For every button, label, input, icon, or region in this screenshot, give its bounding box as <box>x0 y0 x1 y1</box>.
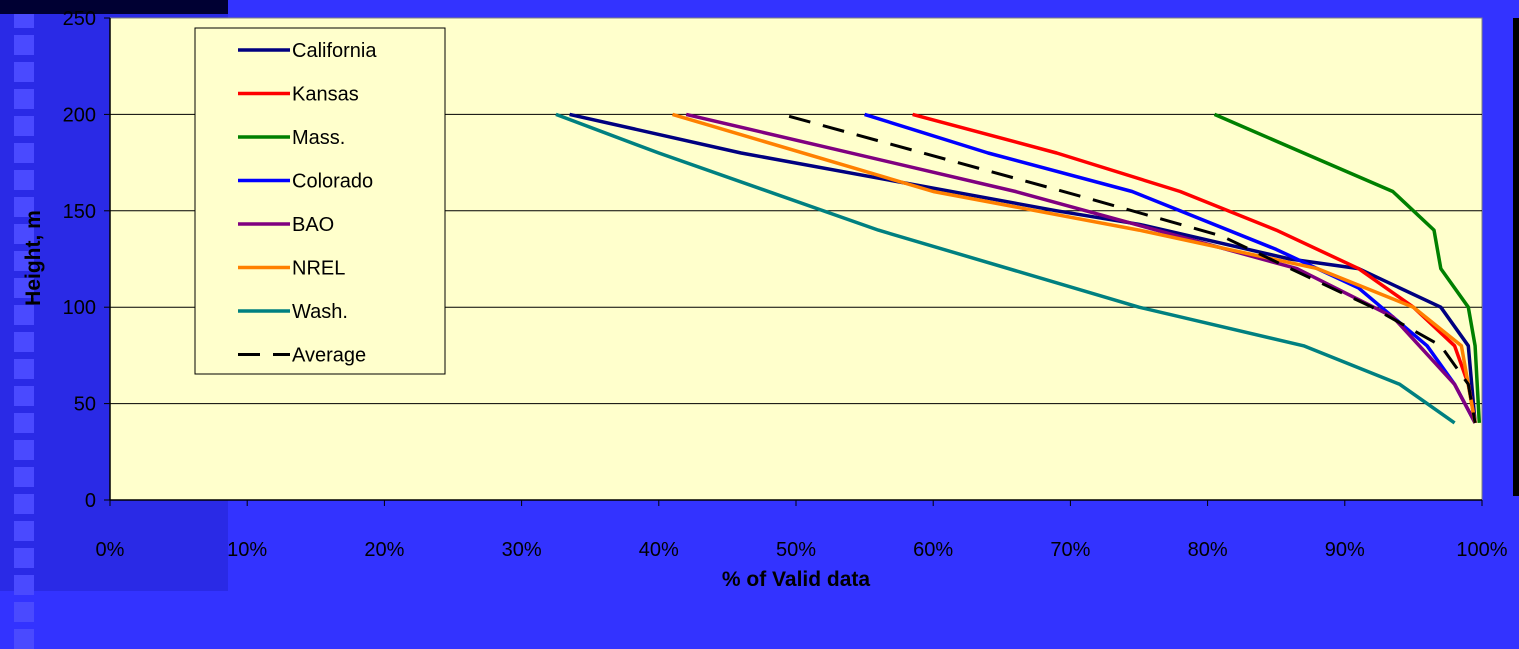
series-line-nrel <box>672 112 1477 424</box>
slide-square <box>14 305 34 325</box>
slide-square <box>14 548 34 568</box>
x-tick-label: 0% <box>96 539 125 561</box>
slide-square <box>14 224 34 244</box>
slide-square <box>14 413 34 433</box>
series-line-kansas <box>912 112 1477 424</box>
legend-label: California <box>292 40 377 62</box>
x-tick-label: 90% <box>1325 539 1365 561</box>
x-tick-label: 100% <box>1456 539 1507 561</box>
slide-square <box>14 35 34 55</box>
slide-square <box>14 197 34 217</box>
slide-square <box>14 89 34 109</box>
x-tick-label: 30% <box>502 539 542 561</box>
y-tick-label: 0 <box>85 490 96 512</box>
slide-square <box>14 116 34 136</box>
x-tick-label: 80% <box>1188 539 1228 561</box>
legend-box <box>194 27 446 375</box>
legend-label: Wash. <box>292 301 348 323</box>
legend-label: Average <box>292 345 366 367</box>
slide-square <box>14 278 34 298</box>
slide-square <box>14 521 34 541</box>
slide-square <box>14 359 34 379</box>
legend-label: Mass. <box>292 127 345 149</box>
series-line-mass <box>1213 112 1482 423</box>
legend-label: BAO <box>292 214 334 236</box>
x-tick-label: 40% <box>639 539 679 561</box>
x-tick-label: 70% <box>1050 539 1090 561</box>
x-tick-label: 10% <box>227 539 267 561</box>
slide-square <box>14 386 34 406</box>
y-tick-label: 100 <box>63 297 96 319</box>
x-tick-label: 60% <box>913 539 953 561</box>
series-line-california <box>569 112 1477 424</box>
slide-square <box>14 494 34 514</box>
chart: 0% 10% 20% 30% 40% 50% 60% 70% 80% 90% 100% 0 50 100… <box>22 8 1508 591</box>
x-axis-title: % of Valid data <box>722 568 871 591</box>
series-line-wash <box>555 112 1456 425</box>
slide-decoration-squares <box>0 0 60 649</box>
slide-square <box>14 251 34 271</box>
y-tick-label: 150 <box>63 201 96 223</box>
x-tick-label: 20% <box>364 539 404 561</box>
y-tick-labels: 0 50 100 150 200 250 <box>63 8 96 512</box>
y-tick-label: 250 <box>63 8 96 30</box>
axes <box>104 17 1483 506</box>
right-side-panel <box>1513 18 1519 496</box>
slide-square <box>14 440 34 460</box>
series-lines <box>555 112 1482 425</box>
slide-square <box>14 332 34 352</box>
series-line-average <box>788 114 1477 424</box>
slide-square <box>14 575 34 595</box>
y-tick-label: 200 <box>63 104 96 126</box>
slide-square <box>14 629 34 649</box>
slide-square <box>14 170 34 190</box>
y-axis-title: Height, m <box>22 210 45 306</box>
x-tick-label: 50% <box>776 539 816 561</box>
slide-square <box>14 467 34 487</box>
legend-label: Colorado <box>292 171 373 193</box>
y-tick-label: 50 <box>74 394 96 416</box>
x-tick-labels: 0% 10% 20% 30% 40% 50% 60% 70% 80% 90% 100% <box>96 539 1508 561</box>
slide-square <box>14 62 34 82</box>
slide-square <box>14 143 34 163</box>
slide-dark-corner <box>0 0 228 14</box>
slide-square <box>14 602 34 622</box>
legend-label: NREL <box>292 258 345 280</box>
legend-label: Kansas <box>292 84 359 106</box>
legend: California Kansas Mass. Colorado BAO NREL Wash… <box>194 27 446 375</box>
series-line-bao <box>685 112 1477 424</box>
